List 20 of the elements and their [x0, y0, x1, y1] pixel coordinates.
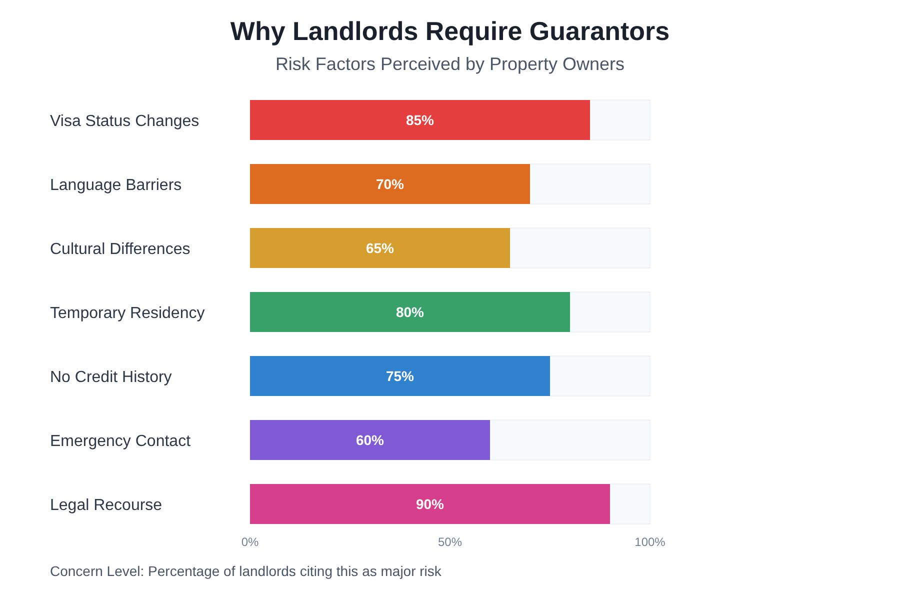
y-tick-label: Temporary Residency: [50, 305, 205, 322]
data-label: 60%: [356, 432, 385, 448]
chart-subtitle: Risk Factors Perceived by Property Owners: [275, 54, 625, 74]
x-axis-title: Concern Level: Percentage of landlords citing this as major risk: [50, 563, 442, 579]
y-tick-label: No Credit History: [50, 369, 172, 386]
y-tick-label: Legal Recourse: [50, 497, 162, 514]
x-tick-label: 100%: [634, 535, 666, 549]
y-tick-label: Visa Status Changes: [50, 113, 200, 130]
y-tick-label: Emergency Contact: [50, 433, 192, 450]
chart-title: Why Landlords Require Guarantors: [230, 16, 670, 46]
data-label: 75%: [386, 368, 415, 384]
y-tick-label: Cultural Differences: [50, 241, 190, 258]
x-tick-label: 0%: [241, 535, 259, 549]
data-label: 90%: [416, 496, 445, 512]
data-label: 65%: [366, 240, 395, 256]
data-label: 70%: [376, 176, 405, 192]
x-tick-label: 50%: [438, 535, 462, 549]
data-label: 80%: [396, 304, 425, 320]
y-tick-label: Language Barriers: [50, 177, 182, 194]
data-label: 85%: [406, 112, 435, 128]
